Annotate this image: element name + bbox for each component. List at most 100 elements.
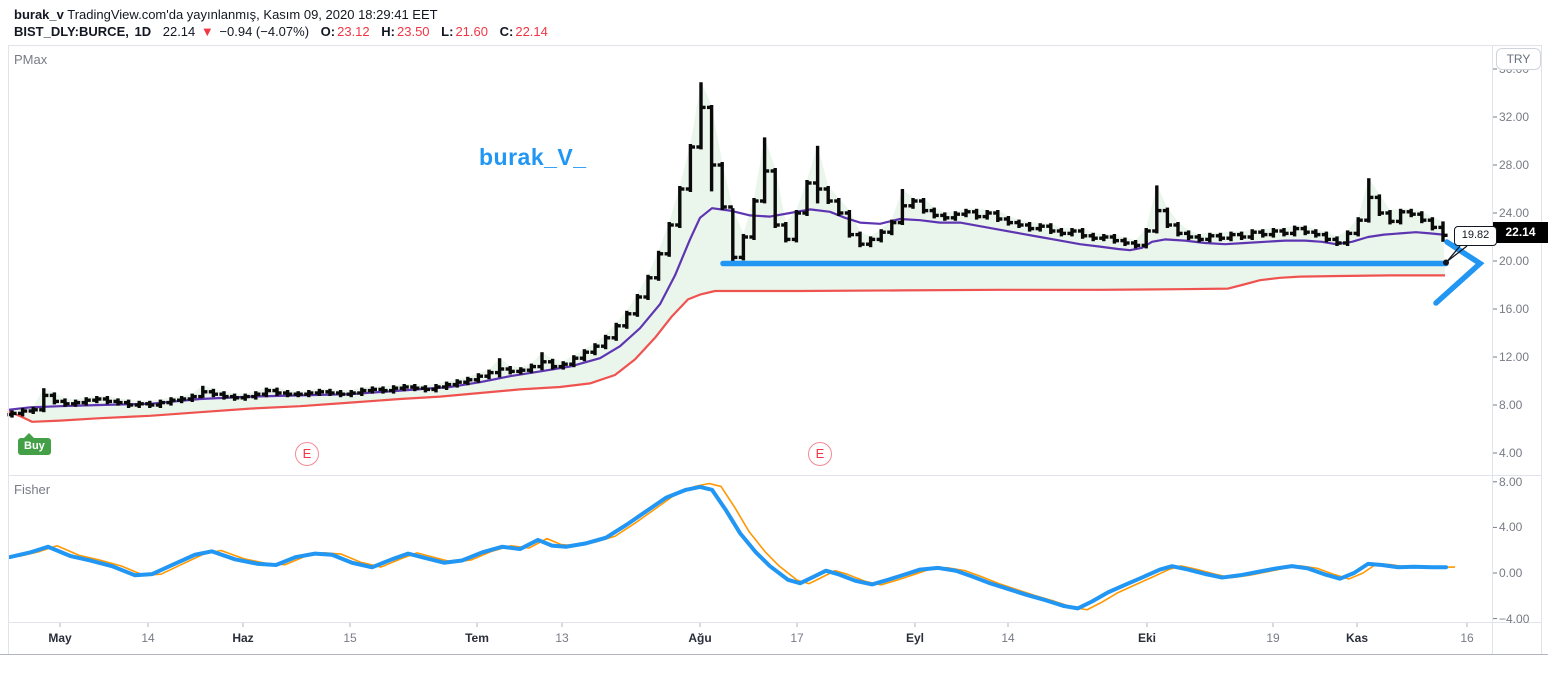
ohlc-bar [1014, 219, 1024, 228]
time-axis-label[interactable]: Eki [1137, 631, 1157, 645]
time-axis-label[interactable]: Tem [465, 631, 489, 645]
ohlc-bar [961, 208, 971, 218]
ohlc-bar [1279, 228, 1289, 237]
last-price: 22.14 [162, 24, 196, 39]
ohlc-bar [1417, 211, 1427, 224]
ohlc-bar [823, 186, 833, 204]
ohlc-bar [1290, 225, 1300, 237]
ohlc-bar [887, 219, 897, 236]
interval-label[interactable]: 1D [134, 24, 152, 39]
ohlc-bar [516, 367, 526, 375]
time-axis-label[interactable]: May [48, 631, 72, 645]
ohlc-bar [929, 207, 939, 219]
ohlc-bar [781, 222, 791, 243]
callout-pointer [1446, 245, 1461, 262]
open-value: 23.12 [337, 24, 370, 39]
price-change: −0.94 (−4.07%) [219, 24, 310, 39]
down-arrow-icon: ▼ [200, 24, 214, 39]
ohlc-bar [548, 358, 558, 370]
ohlc-bar [410, 384, 420, 392]
ohlc-bar [81, 397, 91, 406]
time-axis-label[interactable]: Eyl [905, 631, 925, 645]
fisher-main-line [8, 484, 1448, 611]
ohlc-bar [261, 387, 271, 398]
y-axis-label: 24.00 [1499, 206, 1530, 220]
ohlc-bar [738, 234, 748, 261]
price-callout-note[interactable]: 19.82 [1454, 226, 1497, 246]
ohlc-bar [314, 388, 324, 396]
ohlc-bar [325, 388, 335, 396]
ohlc-bar [622, 310, 632, 329]
ohlc-bar [420, 385, 430, 393]
ohlc-bar [611, 322, 621, 341]
ohlc-bar [431, 384, 441, 393]
y-axis-label: 4.00 [1499, 446, 1523, 460]
ohlc-bar [208, 388, 218, 398]
earnings-event-badge[interactable]: E [808, 442, 832, 466]
ohlc-bar [813, 145, 823, 204]
ohlc-bar [844, 210, 854, 238]
y-axis-label: 4.00 [1499, 520, 1523, 535]
earnings-event-badge[interactable]: E [295, 442, 319, 466]
time-axis-label[interactable]: 14 [1001, 631, 1015, 645]
ohlc-bar [632, 294, 642, 317]
ohlc-bar [728, 205, 738, 264]
y-axis-label: 8.00 [1499, 474, 1523, 489]
time-axis-label[interactable]: 19 [1266, 631, 1280, 645]
time-axis-label[interactable]: 17 [790, 631, 804, 645]
pmax-indicator-label[interactable]: PMax [14, 52, 48, 67]
y-axis-label: 20.00 [1499, 254, 1530, 268]
time-axis-label[interactable]: Haz [232, 631, 254, 645]
fisher-indicator-label[interactable]: Fisher [14, 482, 51, 497]
ohlc-bar [1406, 208, 1416, 218]
ohlc-bar [1374, 194, 1384, 216]
fisher-trigger-line [18, 482, 1455, 611]
ohlc-bar [1226, 231, 1236, 242]
ohlc-bar [1237, 231, 1247, 240]
ohlc-bar [1385, 210, 1395, 225]
publish-header: burak_v TradingView.com'da yayınlanmış, … [14, 6, 438, 23]
ohlc-bar [1099, 234, 1109, 242]
ohlc-bar [145, 400, 155, 408]
ohlc-bar [950, 211, 960, 221]
ohlc-bar [240, 393, 250, 401]
time-axis-label[interactable]: 14 [141, 631, 155, 645]
footer-bar: TradingView [0, 655, 1548, 690]
low-value: 21.60 [455, 24, 488, 39]
ohlc-bar [749, 198, 759, 240]
y-axis-label: 32.00 [1499, 110, 1530, 124]
ohlc-bar [505, 366, 515, 375]
price-axis-border[interactable] [1492, 45, 1493, 655]
symbol-name[interactable]: BIST_DLY:BURCE, [14, 24, 129, 39]
time-axis-label[interactable]: 13 [555, 631, 569, 645]
y-axis-label: 8.00 [1499, 398, 1523, 412]
pane-left-border [8, 45, 9, 655]
ohlc-bar [1078, 228, 1088, 239]
time-axis-border[interactable] [8, 622, 1542, 623]
callout-anchor-dot [1443, 259, 1449, 266]
ohlc-bar [463, 376, 473, 386]
ohlc-bar [876, 229, 886, 243]
ohlc-bar [1205, 232, 1215, 243]
time-axis-label[interactable]: 16 [1460, 631, 1474, 645]
ohlc-bar [134, 400, 144, 408]
ohlc-bar [1131, 240, 1141, 249]
time-axis-label[interactable]: 15 [343, 631, 357, 645]
low-label: L: [441, 24, 454, 39]
time-axis-label[interactable]: Kas [1345, 631, 1369, 645]
ohlc-bar [367, 386, 377, 394]
pane-separator[interactable] [8, 475, 1542, 476]
time-axis-label[interactable]: Ağu [688, 631, 712, 645]
ohlc-bar [1194, 234, 1204, 243]
ohlc-bar [113, 398, 123, 406]
pane-top-border [8, 45, 1542, 46]
currency-toggle-button[interactable]: TRY [1496, 48, 1541, 70]
pmax-ma-line [7, 207, 1444, 411]
ohlc-bar [1003, 216, 1013, 226]
ohlc-bar [707, 105, 717, 192]
ohlc-bar [304, 390, 314, 398]
last-price-axis-tag: 22.14 [1493, 222, 1548, 243]
buy-signal-marker[interactable]: Buy [18, 433, 51, 455]
